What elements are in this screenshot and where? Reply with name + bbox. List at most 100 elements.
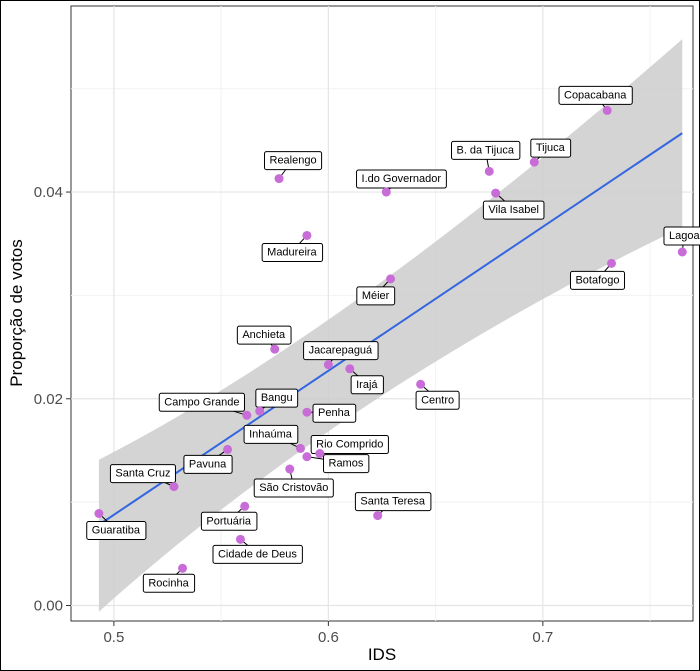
label-box bbox=[356, 169, 447, 189]
point-label-text: Jacarepaguá bbox=[309, 345, 373, 357]
label-box bbox=[212, 544, 303, 564]
point-label-guaratiba: Guaratiba bbox=[86, 513, 147, 541]
point-label-santa-teresa: Santa Teresa bbox=[354, 492, 432, 516]
point-label-text: Rio Comprido bbox=[316, 439, 383, 451]
point-label-santa-cruz: Santa Cruz bbox=[109, 464, 176, 488]
point-rio-comprido bbox=[315, 449, 325, 459]
label-box bbox=[356, 286, 396, 306]
y-tick-label: 0.02 bbox=[34, 391, 63, 408]
point-label-text: Guaratiba bbox=[92, 525, 141, 537]
y-tick-label: 0.00 bbox=[34, 597, 63, 614]
point-label-vila-isabel: Vila Isabel bbox=[482, 192, 545, 220]
point-cidade-de-deus bbox=[235, 534, 245, 544]
point-label-campo-grande: Campo Grande bbox=[158, 392, 248, 416]
label-box bbox=[261, 242, 324, 262]
label-box bbox=[236, 325, 292, 345]
point-label-portuaria: Portuária bbox=[200, 505, 258, 531]
point-vila-isabel bbox=[491, 188, 501, 198]
point-label-text: Rocinha bbox=[148, 577, 189, 589]
point-label-text: Copacabana bbox=[564, 89, 627, 101]
axis-ticks: 0.5 0.6 0.7 0.00 0.02 0.04 bbox=[34, 184, 553, 646]
label-box bbox=[253, 478, 334, 498]
point-label-realengo: Realengo bbox=[264, 151, 323, 179]
point-guaratiba bbox=[94, 509, 104, 519]
point-pavuna bbox=[223, 444, 233, 454]
data-points bbox=[94, 105, 687, 573]
point-label-text: Tijuca bbox=[536, 142, 566, 154]
point-santa-cruz bbox=[169, 482, 179, 492]
point-label-text: B. da Tijuca bbox=[456, 144, 514, 156]
y-axis-title: Proporção de votos bbox=[7, 239, 26, 386]
x-tick-label: 0.6 bbox=[318, 629, 339, 646]
point-label-penha: Penha bbox=[306, 403, 357, 423]
label-box bbox=[323, 454, 370, 474]
point-label-inhauma: Inhaúma bbox=[243, 424, 301, 449]
point-tijuca bbox=[529, 157, 539, 167]
label-box bbox=[354, 492, 432, 512]
point-label-text: Inhaúma bbox=[249, 428, 293, 440]
point-sao-cristovao bbox=[285, 464, 295, 474]
point-label-text: I.do Governador bbox=[362, 173, 442, 185]
y-tick-label: 0.04 bbox=[34, 184, 63, 201]
label-box bbox=[569, 270, 626, 290]
point-meier bbox=[386, 274, 396, 284]
label-box bbox=[312, 403, 357, 423]
point-label-text: Portuária bbox=[206, 515, 252, 527]
label-box bbox=[255, 388, 299, 408]
point-botafogo bbox=[606, 258, 616, 268]
label-box bbox=[109, 464, 176, 484]
label-box bbox=[264, 151, 323, 171]
label-box bbox=[663, 226, 700, 246]
point-label-text: Botafogo bbox=[575, 274, 619, 286]
point-jacarepagua bbox=[323, 360, 333, 370]
point-label-text: Centro bbox=[421, 394, 454, 406]
point-label-text: Ramos bbox=[329, 458, 364, 470]
point-label-text: Penha bbox=[318, 407, 351, 419]
point-label-madureira: Madureira bbox=[261, 235, 324, 262]
confidence-band bbox=[98, 39, 683, 612]
label-box bbox=[243, 424, 299, 444]
point-label-cidade-de-deus: Cidade de Deus bbox=[212, 538, 303, 564]
point-rocinha bbox=[178, 563, 188, 573]
label-box bbox=[142, 573, 196, 593]
label-box bbox=[200, 511, 258, 531]
point-label-i-do-governador: I.do Governador bbox=[356, 169, 447, 193]
point-label-text: Méier bbox=[362, 290, 390, 302]
point-label-rio-comprido: Rio Comprido bbox=[310, 435, 389, 455]
point-anchieta bbox=[270, 344, 280, 354]
x-axis-title: IDS bbox=[368, 645, 396, 664]
label-box bbox=[183, 454, 233, 474]
point-label-b-da-tijuca: B. da Tijuca bbox=[450, 140, 521, 172]
point-label-text: Santa Teresa bbox=[360, 496, 426, 508]
label-box bbox=[158, 392, 245, 412]
point-label-text: Irajá bbox=[356, 379, 378, 391]
point-portuaria bbox=[240, 501, 250, 511]
point-label-lagoa: Lagoa bbox=[663, 226, 700, 253]
point-iraja bbox=[345, 364, 355, 374]
point-label-text: Bangu bbox=[261, 392, 293, 404]
point-label-text: Anchieta bbox=[242, 329, 286, 341]
label-box bbox=[530, 138, 572, 158]
point-label-botafogo: Botafogo bbox=[569, 263, 626, 290]
point-labels: Copacabana Tijuca B. da Tijuca Vila Isabel L… bbox=[86, 85, 700, 593]
point-label-tijuca: Tijuca bbox=[530, 138, 572, 163]
point-copacabana bbox=[602, 105, 612, 115]
point-label-text: Vila Isabel bbox=[488, 204, 539, 216]
point-label-meier: Méier bbox=[356, 278, 396, 306]
label-box bbox=[350, 375, 384, 395]
point-label-text: Campo Grande bbox=[164, 396, 239, 408]
point-label-ramos: Ramos bbox=[306, 454, 370, 474]
point-label-copacabana: Copacabana bbox=[558, 85, 633, 111]
label-box bbox=[303, 341, 379, 361]
point-label-text: Lagoa bbox=[669, 230, 700, 242]
point-centro bbox=[416, 379, 426, 389]
point-b-da-tijuca bbox=[484, 166, 494, 176]
point-label-text: Cidade de Deus bbox=[218, 548, 297, 560]
label-box bbox=[310, 435, 389, 455]
point-madureira bbox=[302, 230, 312, 240]
x-tick-label: 0.5 bbox=[103, 629, 124, 646]
label-box bbox=[482, 200, 545, 220]
point-label-centro: Centro bbox=[415, 383, 460, 410]
point-lagoa bbox=[677, 247, 687, 257]
